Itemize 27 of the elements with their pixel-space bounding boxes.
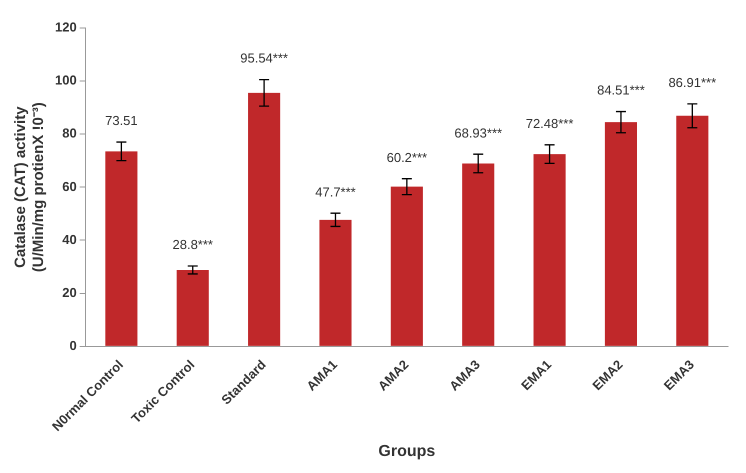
bar xyxy=(176,270,209,346)
y-tick-label: 20 xyxy=(62,284,77,300)
data-label: 86.91*** xyxy=(668,74,716,90)
y-tick-label: 120 xyxy=(54,20,77,35)
bar xyxy=(319,220,352,346)
bar xyxy=(105,151,138,346)
data-label: 47.7*** xyxy=(315,184,356,200)
data-label: 95.54*** xyxy=(240,50,288,66)
data-label: 72.48*** xyxy=(526,116,574,131)
y-tick-label: 40 xyxy=(62,232,77,247)
bar xyxy=(248,92,280,346)
y-tick-label: 80 xyxy=(62,126,77,141)
bar xyxy=(534,154,566,346)
bar xyxy=(604,122,638,346)
data-label: 84.51*** xyxy=(597,82,645,98)
bar xyxy=(676,116,708,346)
bar xyxy=(462,163,494,346)
y-tick-label: 60 xyxy=(62,178,77,194)
y-tick-label: 100 xyxy=(54,72,77,88)
bar xyxy=(390,186,423,346)
y-axis-title: Catalase (CAT) activity (U/Min/mg protienX !0⁻³) xyxy=(12,102,48,272)
data-label: 60.2*** xyxy=(386,150,428,165)
y-tick-label: 0 xyxy=(69,338,77,353)
data-label: 73.51 xyxy=(105,113,138,128)
x-axis-title: Groups xyxy=(378,442,436,460)
data-label: 28.8*** xyxy=(172,237,213,252)
data-label: 68.93*** xyxy=(454,125,502,140)
